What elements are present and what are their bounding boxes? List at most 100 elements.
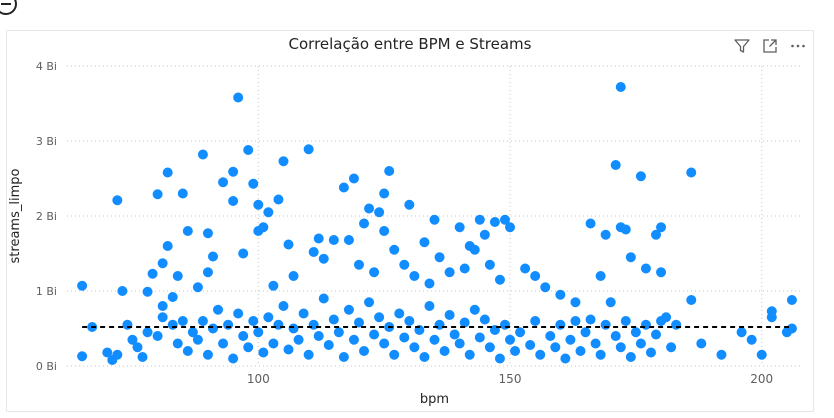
data-point[interactable] — [515, 327, 526, 338]
data-point[interactable] — [474, 214, 485, 225]
data-point[interactable] — [585, 314, 596, 325]
data-point[interactable] — [444, 267, 455, 278]
data-point[interactable] — [243, 342, 254, 353]
data-point[interactable] — [364, 203, 375, 214]
data-point[interactable] — [505, 222, 516, 233]
data-point[interactable] — [640, 263, 651, 274]
data-point[interactable] — [555, 319, 566, 330]
data-point[interactable] — [268, 338, 279, 349]
data-point[interactable] — [142, 327, 153, 338]
data-point[interactable] — [565, 334, 576, 345]
data-point[interactable] — [268, 280, 279, 291]
data-point[interactable] — [152, 331, 163, 341]
data-point[interactable] — [374, 312, 385, 323]
data-point[interactable] — [328, 314, 339, 325]
data-point[interactable] — [600, 229, 611, 240]
data-point[interactable] — [615, 82, 626, 92]
data-point[interactable] — [157, 258, 168, 269]
data-point[interactable] — [635, 171, 646, 182]
collapse-circle-icon[interactable] — [0, 0, 18, 16]
data-point[interactable] — [666, 342, 677, 353]
data-point[interactable] — [595, 271, 606, 281]
data-point[interactable] — [389, 349, 400, 360]
data-point[interactable] — [419, 237, 430, 248]
data-point[interactable] — [192, 282, 203, 293]
data-point[interactable] — [766, 312, 777, 323]
data-point[interactable] — [499, 214, 510, 225]
data-point[interactable] — [716, 349, 727, 360]
data-point[interactable] — [434, 319, 445, 330]
data-point[interactable] — [610, 160, 621, 170]
more-options-icon[interactable] — [789, 37, 807, 55]
data-point[interactable] — [192, 334, 203, 345]
data-point[interactable] — [369, 267, 380, 278]
data-point[interactable] — [187, 327, 198, 338]
data-point[interactable] — [625, 252, 636, 263]
data-point[interactable] — [575, 346, 586, 356]
data-point[interactable] — [177, 316, 188, 326]
data-point[interactable] — [273, 194, 284, 205]
data-point[interactable] — [434, 252, 445, 263]
data-point[interactable] — [520, 263, 531, 274]
data-point[interactable] — [182, 226, 193, 236]
data-point[interactable] — [424, 301, 435, 311]
data-point[interactable] — [756, 349, 767, 360]
data-point[interactable] — [213, 304, 224, 315]
data-point[interactable] — [313, 233, 324, 244]
data-point[interactable] — [459, 263, 470, 274]
data-point[interactable] — [389, 244, 400, 255]
data-point[interactable] — [278, 301, 289, 311]
data-point[interactable] — [157, 312, 168, 323]
data-point[interactable] — [333, 327, 344, 338]
data-point[interactable] — [77, 280, 88, 291]
data-point[interactable] — [635, 338, 646, 349]
data-point[interactable] — [786, 323, 797, 334]
data-point[interactable] — [152, 189, 163, 200]
data-point[interactable] — [238, 331, 249, 341]
data-point[interactable] — [353, 259, 364, 270]
data-point[interactable] — [489, 217, 500, 227]
data-point[interactable] — [323, 340, 334, 350]
data-point[interactable] — [343, 235, 354, 245]
data-point[interactable] — [419, 352, 430, 362]
data-point[interactable] — [585, 218, 596, 229]
data-point[interactable] — [228, 196, 239, 206]
data-point[interactable] — [359, 346, 370, 356]
data-point[interactable] — [459, 317, 470, 328]
data-point[interactable] — [656, 316, 667, 326]
data-point[interactable] — [499, 319, 510, 330]
filter-icon[interactable] — [733, 37, 751, 55]
data-point[interactable] — [107, 355, 118, 365]
data-point[interactable] — [207, 251, 218, 262]
data-point[interactable] — [469, 304, 480, 315]
data-point[interactable] — [605, 297, 616, 308]
data-point[interactable] — [444, 310, 455, 320]
data-point[interactable] — [656, 222, 667, 233]
data-point[interactable] — [263, 312, 274, 323]
data-point[interactable] — [656, 267, 667, 278]
data-point[interactable] — [409, 271, 420, 281]
data-point[interactable] — [439, 346, 450, 356]
data-point[interactable] — [248, 316, 259, 326]
data-point[interactable] — [651, 229, 662, 240]
data-point[interactable] — [399, 259, 410, 270]
data-point[interactable] — [580, 327, 591, 338]
data-point[interactable] — [338, 182, 349, 193]
data-point[interactable] — [399, 332, 410, 343]
data-point[interactable] — [197, 316, 208, 326]
data-point[interactable] — [228, 166, 239, 177]
data-point[interactable] — [177, 188, 188, 199]
data-point[interactable] — [102, 347, 113, 358]
data-point[interactable] — [570, 297, 581, 308]
data-point[interactable] — [610, 331, 621, 341]
data-point[interactable] — [223, 319, 234, 330]
data-point[interactable] — [374, 207, 385, 218]
data-point[interactable] — [77, 351, 88, 362]
data-point[interactable] — [353, 317, 364, 328]
data-point[interactable] — [303, 349, 314, 360]
data-point[interactable] — [162, 167, 173, 178]
data-point[interactable] — [686, 295, 697, 305]
data-point[interactable] — [328, 235, 339, 245]
data-point[interactable] — [283, 344, 294, 355]
data-point[interactable] — [233, 92, 244, 103]
